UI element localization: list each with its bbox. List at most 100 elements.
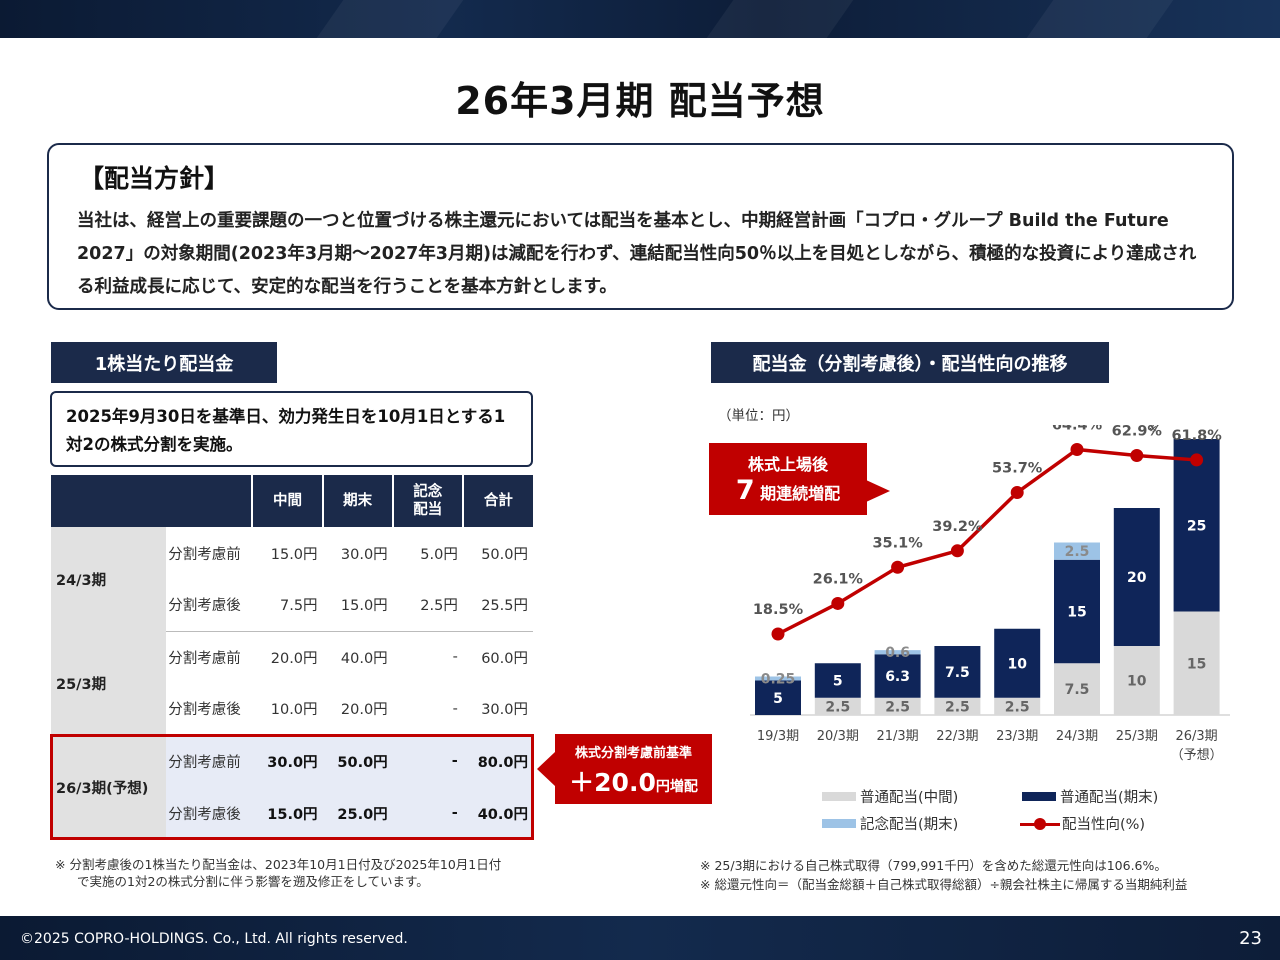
payout-point <box>950 544 964 558</box>
bar-label-year-end: 15 <box>1067 605 1086 621</box>
x-tick-label: 21/3期 <box>876 729 918 744</box>
left-footnote-line2: で実施の1対2の株式分割に伴う影響を遡及修正をしています。 <box>77 874 429 889</box>
cell-interim: 15.0円 <box>270 546 318 563</box>
legend-interim: 普通配当(中間) <box>822 786 958 807</box>
bar-label-interim: 2.5 <box>825 699 850 715</box>
col-header-year-end: 期末 <box>321 475 393 527</box>
legend-swatch <box>1020 817 1060 831</box>
bar-interim <box>814 697 861 715</box>
col-header-total: 合計 <box>461 475 533 527</box>
bar-year-end <box>994 628 1041 698</box>
payout-label: 35.1% <box>872 535 923 551</box>
cell-year-end: 15.0円 <box>322 579 393 632</box>
bar-year-end <box>814 663 861 698</box>
x-tick-label: 22/3期 <box>936 729 978 744</box>
legend-label: 記念配当(期末) <box>860 817 959 833</box>
legend-label: 配当性向(%) <box>1062 817 1146 833</box>
x-tick-label: 20/3期 <box>817 729 859 744</box>
stock-split-note: 2025年9月30日を基準日、効力発生日を10月1日とする1対2の株式分割を実施… <box>50 391 533 467</box>
table-row: 分割考慮後 15.0円 25.0円 - 40.0円 <box>51 787 533 839</box>
right-footnote-line1: ※ 25/3期における自己株式取得（799,991千円）を含めた総還元性向は10… <box>700 858 1167 873</box>
callout-consecutive-line: 7 期連続増配 <box>709 475 867 506</box>
payout-ratio-line <box>777 447 1197 636</box>
unit-label: （単位：円） <box>718 408 799 424</box>
cell-year-end: 20.0円 <box>322 683 393 736</box>
cell-year-end: 40.0円 <box>340 650 388 667</box>
cell-interim: 15.0円 <box>252 787 323 839</box>
dividend-increase-callout: 株式分割考慮前基準 ＋20.0円増配 <box>555 734 712 804</box>
callout-number: 7 <box>735 475 755 506</box>
x-tick-label: 23/3期 <box>996 729 1038 744</box>
bar-interim <box>874 697 921 715</box>
bar-label-interim: 10 <box>1127 674 1147 690</box>
cell-total: 25.5円 <box>462 579 533 632</box>
legend-commemorative: 記念配当(期末) <box>822 813 958 834</box>
callout-arrow <box>537 752 555 786</box>
col-header-commemorative: 記念 配当 <box>391 475 463 527</box>
page-number: 23 <box>1239 928 1262 949</box>
period-cell: 25/3期 <box>51 631 167 735</box>
bar-year-end <box>1054 559 1100 664</box>
payout-label: 53.7% <box>992 460 1043 476</box>
cell-commemorative: 5.0円 <box>420 546 458 563</box>
footer-band: ©2025 COPRO-HOLDINGS. Co., Ltd. All righ… <box>0 916 1280 960</box>
dividend-chart: 5 0.25 19/3期 2.5 5 20/3期 2.5 6.3 0.6 21/3期 2.5 7.5 2… <box>750 425 1230 763</box>
cell-interim: 7.5円 <box>252 579 323 632</box>
row-label: 分割考慮後 <box>166 787 253 839</box>
cell-commemorative: - <box>392 787 463 839</box>
bar-label-commemorative: 0.25 <box>761 672 796 688</box>
payout-label: 18.5% <box>753 602 804 618</box>
table-row: 25/3期 分割考慮前 20.0円 40.0円 - 60.0円 <box>51 631 533 735</box>
callout-suffix: 円増配 <box>655 779 698 795</box>
payout-point <box>771 627 785 641</box>
legend-swatch <box>1022 792 1056 801</box>
bar-label-interim: 2.5 <box>1005 699 1030 715</box>
x-tick-label: 26/3期 <box>1175 729 1217 744</box>
bar-commemorative <box>755 676 801 681</box>
bar-label-year-end: 10 <box>1007 656 1027 672</box>
cell-interim: 30.0円 <box>252 735 323 787</box>
payout-point <box>891 560 905 574</box>
payout-point <box>1070 442 1084 456</box>
bar-label-year-end: 20 <box>1127 570 1147 586</box>
cell-commemorative: - <box>392 683 463 736</box>
policy-heading: 【配当方針】 <box>79 164 230 193</box>
bar-label-interim: 2.5 <box>885 699 910 715</box>
legend-label: 普通配当(中間) <box>860 790 959 806</box>
cell-commemorative: - <box>392 735 463 787</box>
x-tick-label: 19/3期 <box>757 729 799 744</box>
x-tick-sublabel: （予想） <box>1171 747 1223 763</box>
cell-total: 30.0円 <box>462 683 533 736</box>
col-header-interim: 中間 <box>251 475 323 527</box>
payout-point <box>1010 485 1024 499</box>
cell-total: 50.0円 <box>481 546 528 563</box>
payout-point <box>831 596 845 610</box>
cell-year-end: 30.0円 <box>340 546 388 563</box>
legend-swatch <box>822 819 856 828</box>
bar-label-year-end: 6.3 <box>885 669 910 685</box>
table-header-blank <box>51 475 253 527</box>
table-row: 26/3期(予想) 分割考慮前 30.0円 50.0円 - 80.0円 <box>51 735 533 839</box>
legend-swatch <box>822 792 856 801</box>
bar-label-commemorative: 0.6 <box>885 645 910 661</box>
copyright: ©2025 COPRO-HOLDINGS. Co., Ltd. All righ… <box>20 931 408 947</box>
payout-point <box>1130 449 1144 463</box>
legend-label: 普通配当(期末) <box>1060 790 1159 806</box>
callout-arrow <box>866 480 890 502</box>
right-footnote-line2: ※ 総還元性向＝（配当金総額＋自己株式取得総額）÷親会社株主に帰属する当期純利益 <box>700 877 1188 892</box>
bar-year-end <box>755 680 801 715</box>
table-row: 分割考慮後 7.5円 15.0円 2.5円 25.5円 <box>51 579 533 632</box>
bar-label-year-end: 25 <box>1187 518 1206 534</box>
row-label: 分割考慮後 <box>166 683 253 736</box>
dividend-table: 中間 期末 記念 配当 合計 24/3期 分割考慮前 15.0円 30.0円 5.… <box>51 475 533 839</box>
consecutive-increase-callout: 株式上場後 7 期連続増配 <box>709 443 867 515</box>
dps-section-label: 1株当たり配当金 <box>51 342 277 383</box>
bar-commemorative <box>1054 542 1100 560</box>
callout-amount: ＋20.0 <box>569 768 656 797</box>
payout-label: 61.8% <box>1171 428 1222 444</box>
bar-year-end <box>1173 439 1220 612</box>
payout-label: 62.9% <box>1112 425 1163 440</box>
cell-interim: 10.0円 <box>252 683 323 736</box>
bar-interim <box>1113 646 1160 715</box>
callout-amount-line: ＋20.0円増配 <box>555 763 712 799</box>
